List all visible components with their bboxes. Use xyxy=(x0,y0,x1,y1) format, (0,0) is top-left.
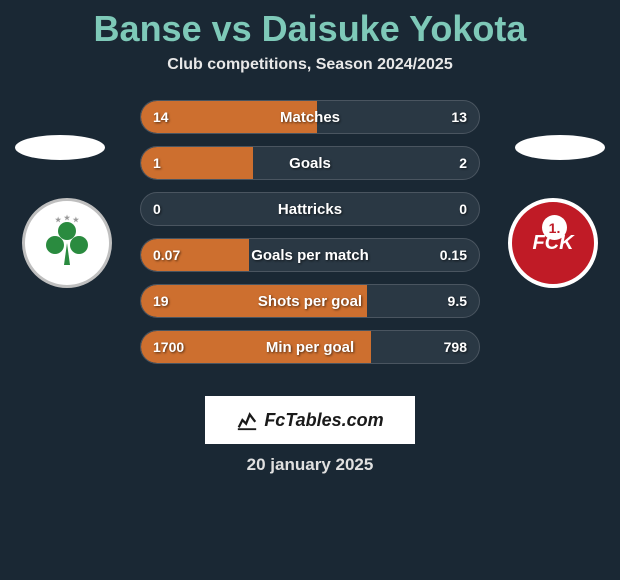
svg-text:★: ★ xyxy=(55,216,62,224)
pitch-marker-left xyxy=(15,135,105,160)
shamrock-icon: ★★★ xyxy=(37,213,97,273)
stat-label: Shots per goal xyxy=(141,293,479,310)
stat-row: 0.07Goals per match0.15 xyxy=(140,238,480,272)
stat-label: Matches xyxy=(141,109,479,126)
stat-label: Goals xyxy=(141,155,479,172)
watermark: FcTables.com xyxy=(205,396,415,444)
stat-row: 0Hattricks0 xyxy=(140,192,480,226)
crest-badge: 1. xyxy=(542,215,567,240)
left-team-crest: ★★★ xyxy=(22,198,112,288)
stat-value-right: 2 xyxy=(459,155,467,171)
stat-label: Min per goal xyxy=(141,339,479,356)
comparison-panel: ★★★ 1. FCK 14Matches131Goals20Hattricks0… xyxy=(0,100,620,395)
right-team-panel: 1. FCK xyxy=(500,120,620,370)
watermark-text: FcTables.com xyxy=(264,410,383,431)
stat-value-right: 0 xyxy=(459,201,467,217)
stats-list: 14Matches13 1Goals2 0Hattricks0 0.07Goals p… xyxy=(140,100,480,376)
stat-value-right: 9.5 xyxy=(448,293,467,309)
stat-label: Goals per match xyxy=(141,247,479,264)
svg-text:★: ★ xyxy=(73,216,80,224)
stat-value-right: 798 xyxy=(444,339,467,355)
page-title: Banse vs Daisuke Yokota xyxy=(0,0,620,50)
stat-label: Hattricks xyxy=(141,201,479,218)
svg-text:★: ★ xyxy=(64,214,71,222)
right-team-crest: 1. FCK xyxy=(508,198,598,288)
stat-row: 1Goals2 xyxy=(140,146,480,180)
stat-row: 1700Min per goal798 xyxy=(140,330,480,364)
stat-value-right: 0.15 xyxy=(440,247,467,263)
date-label: 20 january 2025 xyxy=(0,455,620,475)
stat-row: 14Matches13 xyxy=(140,100,480,134)
subtitle: Club competitions, Season 2024/2025 xyxy=(0,56,620,74)
pitch-marker-right xyxy=(515,135,605,160)
left-team-panel: ★★★ xyxy=(0,120,120,370)
chart-icon xyxy=(236,409,258,431)
stat-row: 19Shots per goal9.5 xyxy=(140,284,480,318)
stat-value-right: 13 xyxy=(451,109,467,125)
